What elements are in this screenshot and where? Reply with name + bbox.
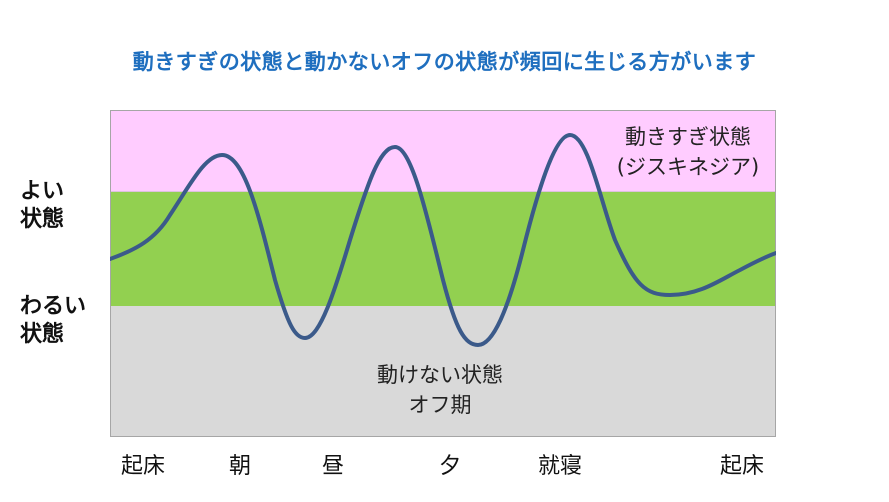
good-state-label-line2: 状態	[20, 207, 65, 232]
dyskinesia-label-line2: (ジスキネジア)	[616, 155, 760, 179]
off-label-line1: 動けない状態	[377, 363, 503, 387]
dyskinesia-label-line1: 動きすぎ状態	[625, 125, 751, 149]
good-zone	[110, 192, 776, 306]
x-label-wake: 起床	[120, 454, 166, 479]
x-label-noon: 昼	[321, 454, 345, 479]
good-state-label-line1: よい	[20, 179, 65, 204]
x-label-evening: 夕	[438, 454, 462, 479]
motor-state-curve	[110, 132, 776, 348]
off-label-line2: オフ期	[408, 393, 472, 417]
diagram-svg	[110, 110, 776, 437]
diagram-frame	[110, 110, 776, 437]
bad-state-label-line1: わるい	[20, 294, 87, 319]
x-label-bedtime: 就寝	[537, 454, 583, 479]
chart-title: 動きすぎの状態と動かないオフの状態が頻回に生じる方がいます	[132, 50, 757, 74]
x-label-wake-next: 起床	[719, 454, 765, 479]
bad-state-label: わるい 状態	[20, 293, 86, 349]
off-zone-label: 動けない状態 オフ期	[330, 360, 550, 420]
x-label-morning: 朝	[228, 454, 252, 479]
good-state-label: よい 状態	[20, 178, 64, 234]
state-fluctuation-diagram	[110, 110, 776, 437]
off-zone	[110, 306, 776, 437]
bad-state-label-line2: 状態	[20, 322, 65, 347]
dyskinesia-zone-label: 動きすぎ状態 (ジスキネジア)	[588, 122, 788, 182]
